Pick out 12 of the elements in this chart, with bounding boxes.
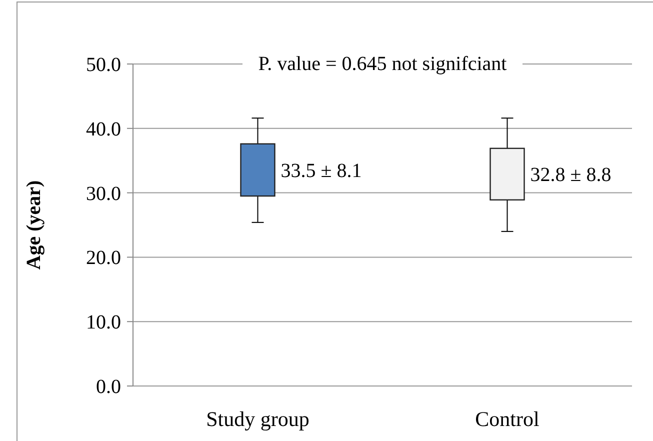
- x-tick-label: Study group: [206, 407, 310, 431]
- y-tick-label: 10.0: [86, 312, 121, 334]
- y-tick-label: 30.0: [86, 182, 121, 205]
- y-tick-label: 0.0: [96, 376, 121, 398]
- annotation: P. value = 0.645 not signifciant: [258, 53, 508, 75]
- y-axis-title: Age (year): [23, 180, 45, 270]
- y-tick-label: 40.0: [86, 118, 121, 140]
- y-tick-label: 20.0: [86, 247, 121, 270]
- y-tick-label: 50.0: [86, 54, 121, 76]
- annotation: 32.8 ± 8.8: [530, 164, 612, 186]
- annotation: 33.5 ± 8.1: [280, 160, 362, 182]
- x-tick-label: Control: [475, 407, 540, 431]
